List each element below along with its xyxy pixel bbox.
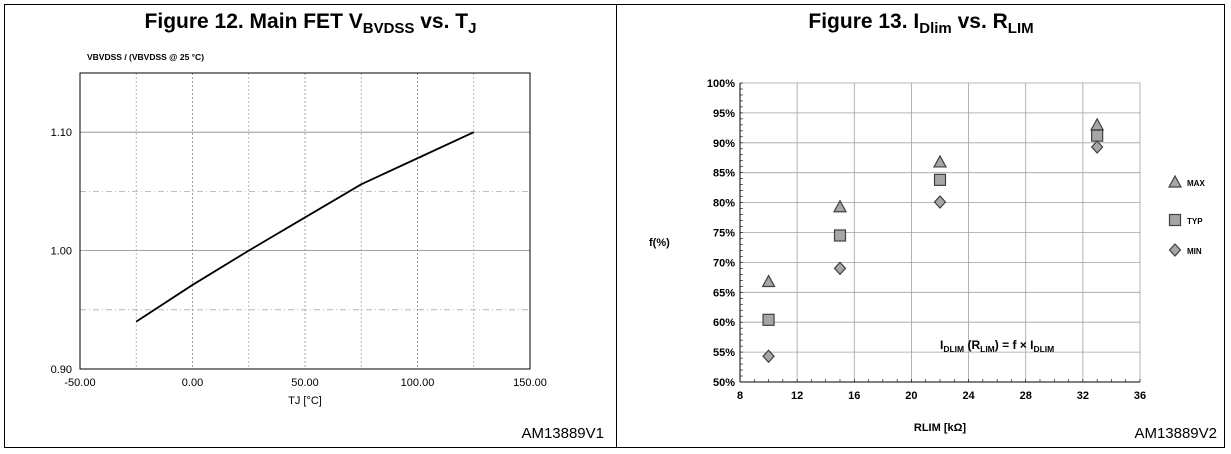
legend-marker-min <box>1168 243 1182 257</box>
x-axis-label: TJ [°C] <box>288 395 322 407</box>
figure13-panel: Figure 13. IDlim vs. RLIM 50% 55% 60% 65% 70… <box>617 4 1225 448</box>
formula-part: (R <box>964 338 980 352</box>
point-max <box>832 199 848 213</box>
x-axis-label: RLIM [kΩ] <box>914 422 967 434</box>
legend-label-typ: TYP <box>1187 217 1203 226</box>
point-typ <box>933 173 947 186</box>
legend-label-min: MIN <box>1187 247 1202 256</box>
y-tick-label: 1.00 <box>51 246 72 258</box>
legend-label-max: MAX <box>1187 179 1205 188</box>
y-tick-label: 90% <box>713 138 735 150</box>
formula-part: LIM <box>980 344 995 354</box>
point-typ <box>762 313 775 326</box>
formula-part: DLIM <box>1033 344 1054 354</box>
figure-frame <box>4 4 1225 448</box>
series-line <box>135 131 475 323</box>
point-typ <box>833 229 847 242</box>
y-tick-label: 65% <box>713 287 735 299</box>
point-min <box>762 349 775 364</box>
x-tick-label: 150.00 <box>513 377 547 389</box>
point-min <box>833 261 847 276</box>
figure13-title-sub2: LIM <box>1007 20 1034 37</box>
figure12-code: AM13889V1 <box>521 425 604 442</box>
x-tick-label: 100.00 <box>401 377 435 389</box>
figure13-title-sub1: Dlim <box>919 20 952 37</box>
point-max <box>761 274 776 288</box>
figure12-title: Figure 12. Main FET VBVDSS vs. TJ <box>5 10 616 37</box>
x-tick-label: 32 <box>1077 390 1089 402</box>
x-tick-label: 36 <box>1134 390 1146 402</box>
y-axis-label: VBVDSS / (VBVDSS @ 25 °C) <box>87 52 204 62</box>
y-tick-label: 95% <box>713 108 735 120</box>
y-tick-label: 1.10 <box>51 127 72 139</box>
figure12-chart: -50.00 0.00 50.00 100.00 150.00 0.90 1.00 1.10 V… <box>51 52 547 407</box>
x-tick-label: 28 <box>1020 390 1032 402</box>
point-max <box>1090 117 1105 131</box>
x-tick-label: 24 <box>962 390 975 402</box>
x-tick-label: 20 <box>905 390 917 402</box>
figure13-title-mid: vs. R <box>951 10 1008 33</box>
y-tick-label: 60% <box>713 317 735 329</box>
y-tick-label: 55% <box>713 347 735 359</box>
formula-annotation: IDLIM (RLIM) = f × IDLIM <box>940 338 1054 354</box>
figure12-title-mid: vs. T <box>414 10 469 33</box>
x-tick-label: 8 <box>737 390 743 402</box>
x-tick-label: 0.00 <box>182 377 203 389</box>
point-min <box>933 195 947 209</box>
figure12-panel: Figure 12. Main FET VBVDSS vs. TJ -50.00… <box>5 4 616 448</box>
legend-marker-typ <box>1168 213 1182 227</box>
y-tick-label: 85% <box>713 168 735 180</box>
x-tick-label: 50.00 <box>291 377 319 389</box>
y-tick-label: 100% <box>707 78 735 90</box>
x-tick-label: 16 <box>848 390 860 402</box>
y-axis-label: f(%) <box>649 237 670 249</box>
x-tick-label: -50.00 <box>64 377 95 389</box>
panel-divider <box>616 4 617 448</box>
figure13-title-main: Figure 13. I <box>808 10 920 33</box>
x-tick-label: 12 <box>791 390 803 402</box>
figure12-title-main: Figure 12. Main FET V <box>144 10 363 33</box>
figure13-title: Figure 13. IDlim vs. RLIM <box>617 10 1225 37</box>
legend-marker-max <box>1167 174 1183 188</box>
figure13-code: AM13889V2 <box>1134 425 1217 442</box>
figure13-chart: 50% 55% 60% 65% 70% 75% 80% 85% 90% 95% 100% 8 12 16 2… <box>649 78 1205 434</box>
y-tick-label: 70% <box>713 257 735 269</box>
point-max <box>932 154 948 168</box>
y-tick-label: 0.90 <box>51 364 72 376</box>
figure12-title-sub1: BVDSS <box>362 20 415 37</box>
formula-part: DLIM <box>943 344 964 354</box>
formula-part: ) = f × I <box>995 338 1034 352</box>
point-min <box>1090 140 1104 154</box>
y-tick-label: 80% <box>713 198 735 210</box>
formula-part: I <box>940 338 943 352</box>
point-typ <box>1091 129 1104 142</box>
figure12-title-sub2: J <box>468 20 477 37</box>
y-tick-label: 75% <box>713 228 735 240</box>
y-tick-label: 50% <box>713 377 735 389</box>
plot-area <box>79 72 531 370</box>
